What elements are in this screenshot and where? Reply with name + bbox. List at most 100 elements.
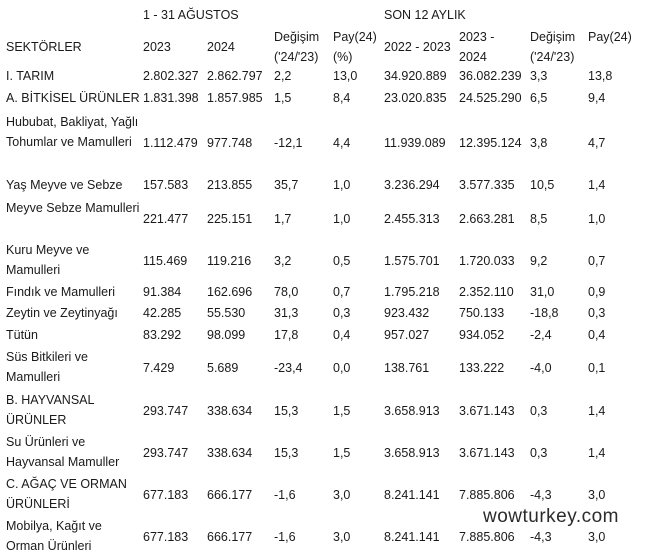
cell-12m-2022-2023: 34.920.889 bbox=[384, 69, 447, 83]
cell-aug-2024: 119.216 bbox=[207, 254, 252, 268]
watermark: wowturkey.com bbox=[478, 506, 623, 528]
cell-aug-share: 1,0 bbox=[333, 178, 351, 192]
cell-aug-share: 0,4 bbox=[333, 328, 351, 342]
group-period-label: 1 - 31 AĞUSTOS bbox=[143, 8, 239, 22]
cell-12m-change: -4,3 bbox=[530, 530, 552, 544]
cell-aug-2023: 7.429 bbox=[143, 361, 175, 375]
cell-aug-change: -23,4 bbox=[274, 361, 303, 375]
table-row: Mobilya, Kağıt ve Orman Ürünleri 677.183 6… bbox=[0, 517, 651, 557]
header-share12: Pay(24) bbox=[588, 30, 632, 44]
cell-12m-change: 0,3 bbox=[530, 404, 548, 418]
cell-12m-2023-2024: 7.885.806 bbox=[459, 530, 515, 544]
cell-12m-share: 1,4 bbox=[588, 404, 606, 418]
cell-12m-change: 31,0 bbox=[530, 285, 555, 299]
cell-aug-share: 8,4 bbox=[333, 91, 351, 105]
cell-aug-2023: 42.285 bbox=[143, 306, 182, 320]
header-share-line2: (%) bbox=[333, 50, 353, 64]
cell-12m-2023-2024: 750.133 bbox=[459, 306, 505, 320]
header-2022-2023: 2022 - 2023 bbox=[384, 40, 451, 54]
cell-sector: I. TARIM bbox=[6, 69, 55, 83]
cell-aug-2023: 1.831.398 bbox=[143, 91, 199, 105]
cell-12m-2022-2023: 23.020.835 bbox=[384, 91, 447, 105]
cell-12m-share: 1,4 bbox=[588, 178, 606, 192]
cell-aug-2023: 293.747 bbox=[143, 446, 189, 460]
table-row: Süs Bitkileri ve Mamulleri 7.429 5.689 -23,… bbox=[0, 348, 651, 388]
cell-12m-2022-2023: 1.795.218 bbox=[384, 285, 440, 299]
cell-aug-2024: 338.634 bbox=[207, 404, 253, 418]
cell-aug-share: 3,0 bbox=[333, 530, 351, 544]
table-row: I. TARIM 2.802.327 2.862.797 2,2 13,0 34.920.… bbox=[0, 67, 651, 85]
cell-12m-2023-2024: 3.671.143 bbox=[459, 404, 515, 418]
cell-12m-share: 9,4 bbox=[588, 91, 606, 105]
cell-aug-change: 2,2 bbox=[274, 69, 292, 83]
cell-12m-2022-2023: 3.236.294 bbox=[384, 178, 440, 192]
header-sector: SEKTÖRLER bbox=[6, 40, 82, 54]
table-row: Kuru Meyve ve Mamulleri 115.469 119.216 3,2… bbox=[0, 241, 651, 281]
header-2023-2024-line1: 2023 - bbox=[459, 30, 495, 44]
cell-12m-2023-2024: 12.395.124 bbox=[459, 136, 522, 150]
table-row: Zeytin ve Zeytinyağı 42.285 55.530 31,3 0,3 9… bbox=[0, 304, 651, 322]
cell-12m-2022-2023: 3.658.913 bbox=[384, 446, 440, 460]
cell-aug-share: 3,0 bbox=[333, 488, 351, 502]
cell-12m-2023-2024: 3.577.335 bbox=[459, 178, 515, 192]
cell-12m-change: 8,5 bbox=[530, 212, 548, 226]
cell-12m-change: 0,3 bbox=[530, 446, 548, 460]
cell-12m-2023-2024: 2.663.281 bbox=[459, 212, 515, 226]
cell-sector: Su Ürünleri ve Hayvansal Mamuller bbox=[6, 435, 120, 469]
header-change-line2: ('24/'23) bbox=[274, 50, 319, 64]
header-change12-line2: ('24/'23) bbox=[530, 50, 575, 64]
cell-sector: Hububat, Bakliyat, Yağlı Tohumlar ve Mam… bbox=[6, 115, 139, 149]
table-row: A. BİTKİSEL ÜRÜNLER 1.831.398 1.857.985 1,5… bbox=[0, 89, 651, 107]
cell-aug-share: 0,7 bbox=[333, 285, 351, 299]
cell-aug-2023: 677.183 bbox=[143, 488, 189, 502]
cell-12m-2023-2024: 1.720.033 bbox=[459, 254, 515, 268]
cell-sector: Mobilya, Kağıt ve Orman Ürünleri bbox=[6, 519, 102, 553]
cell-12m-change: -4,0 bbox=[530, 361, 552, 375]
header-change-line1: Değişim bbox=[274, 30, 320, 44]
cell-aug-2024: 55.530 bbox=[207, 306, 246, 320]
cell-12m-share: 13,8 bbox=[588, 69, 613, 83]
cell-12m-change: 3,3 bbox=[530, 69, 548, 83]
cell-12m-share: 0,4 bbox=[588, 328, 606, 342]
cell-aug-2023: 115.469 bbox=[143, 254, 188, 268]
cell-sector: Yaş Meyve ve Sebze bbox=[6, 178, 123, 192]
cell-aug-2023: 91.384 bbox=[143, 285, 182, 299]
header-2023: 2023 bbox=[143, 40, 171, 54]
cell-aug-2024: 666.177 bbox=[207, 530, 253, 544]
cell-aug-change: 17,8 bbox=[274, 328, 299, 342]
header-change12-line1: Değişim bbox=[530, 30, 576, 44]
cell-sector: A. BİTKİSEL ÜRÜNLER bbox=[6, 91, 140, 105]
cell-sector: Tütün bbox=[6, 328, 38, 342]
cell-aug-change: 15,3 bbox=[274, 404, 299, 418]
table-row: Tütün 83.292 98.099 17,8 0,4 957.027 934.052 -2… bbox=[0, 326, 651, 344]
cell-aug-2024: 1.857.985 bbox=[207, 91, 263, 105]
cell-aug-change: 31,3 bbox=[274, 306, 299, 320]
cell-aug-2024: 162.696 bbox=[207, 285, 253, 299]
table-row: Su Ürünleri ve Hayvansal Mamuller 293.747… bbox=[0, 433, 651, 473]
cell-12m-2022-2023: 957.027 bbox=[384, 328, 430, 342]
cell-aug-share: 0,5 bbox=[333, 254, 351, 268]
cell-12m-change: 3,8 bbox=[530, 136, 548, 150]
cell-aug-share: 1,0 bbox=[333, 212, 351, 226]
cell-12m-share: 3,0 bbox=[588, 488, 606, 502]
cell-12m-share: 0,3 bbox=[588, 306, 606, 320]
cell-aug-2024: 213.855 bbox=[207, 178, 253, 192]
header-2023-2024-line2: 2024 bbox=[459, 50, 487, 64]
table-row: Hububat, Bakliyat, Yağlı Tohumlar ve Mam… bbox=[0, 113, 651, 173]
cell-aug-2024: 2.862.797 bbox=[207, 69, 263, 83]
cell-12m-2023-2024: 133.222 bbox=[459, 361, 505, 375]
cell-aug-2024: 98.099 bbox=[207, 328, 246, 342]
cell-12m-change: 10,5 bbox=[530, 178, 555, 192]
cell-12m-2022-2023: 8.241.141 bbox=[384, 488, 440, 502]
cell-aug-change: -12,1 bbox=[274, 136, 303, 150]
cell-12m-2022-2023: 3.658.913 bbox=[384, 404, 440, 418]
cell-12m-2023-2024: 7.885.806 bbox=[459, 488, 515, 502]
cell-aug-2023: 677.183 bbox=[143, 530, 189, 544]
group-last12-label: SON 12 AYLIK bbox=[384, 8, 466, 22]
cell-aug-share: 0,3 bbox=[333, 306, 351, 320]
cell-aug-change: 1,5 bbox=[274, 91, 292, 105]
cell-12m-share: 1,0 bbox=[588, 212, 606, 226]
cell-sector: Meyve Sebze Mamulleri bbox=[6, 201, 140, 215]
cell-12m-2022-2023: 1.575.701 bbox=[384, 254, 440, 268]
cell-aug-2023: 2.802.327 bbox=[143, 69, 199, 83]
